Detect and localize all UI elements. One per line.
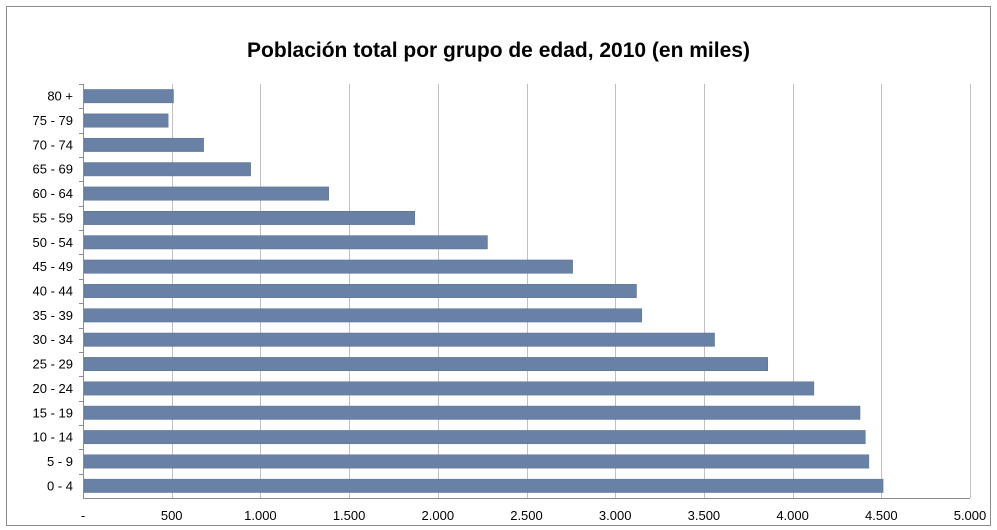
y-tick-label: 55 - 59 bbox=[33, 210, 73, 225]
x-tick-label: - bbox=[81, 508, 85, 523]
y-tick-label: 70 - 74 bbox=[33, 137, 73, 152]
bar-60-64 bbox=[83, 186, 329, 201]
bar-55-59 bbox=[83, 210, 415, 225]
y-tick-label: 45 - 49 bbox=[33, 259, 73, 274]
y-tick-label: 5 - 9 bbox=[47, 454, 73, 469]
bar-80 bbox=[83, 89, 174, 104]
x-tick-label: 2.000 bbox=[422, 508, 455, 523]
bar-0-4 bbox=[83, 478, 884, 493]
x-tick-label: 1.000 bbox=[244, 508, 277, 523]
bar-10-14 bbox=[83, 430, 866, 445]
bar-5-9 bbox=[83, 454, 870, 469]
bar-65-69 bbox=[83, 162, 251, 177]
x-tick-label: 3.000 bbox=[599, 508, 632, 523]
x-tick-label: 2.500 bbox=[510, 508, 543, 523]
y-tick-label: 15 - 19 bbox=[33, 405, 73, 420]
x-tick-label: 4.500 bbox=[865, 508, 898, 523]
x-tick-label: 4.000 bbox=[776, 508, 809, 523]
bar-40-44 bbox=[83, 284, 637, 298]
bar-50-54 bbox=[83, 235, 488, 250]
y-tick-label: 65 - 69 bbox=[33, 162, 73, 177]
x-tick-label: 500 bbox=[161, 508, 183, 523]
y-tick-label: 10 - 14 bbox=[33, 430, 73, 445]
y-tick-label: 60 - 64 bbox=[33, 186, 73, 201]
x-tick-label: 5.000 bbox=[954, 508, 987, 523]
y-tick-label: 35 - 39 bbox=[33, 308, 73, 323]
y-tick-label: 40 - 44 bbox=[33, 284, 73, 299]
bar-30-34 bbox=[83, 332, 715, 347]
y-tick-label: 50 - 54 bbox=[33, 235, 73, 250]
bar-45-49 bbox=[83, 259, 573, 274]
bar-20-24 bbox=[83, 381, 815, 396]
y-tick-label: 80 + bbox=[47, 89, 73, 104]
y-tick-label: 20 - 24 bbox=[33, 381, 73, 396]
x-tick-label: 1.500 bbox=[333, 508, 366, 523]
bar-35-39 bbox=[83, 308, 643, 323]
y-tick-label: 30 - 34 bbox=[33, 332, 73, 347]
y-tick-label: 75 - 79 bbox=[33, 113, 73, 128]
bar-15-19 bbox=[83, 405, 861, 420]
x-tick-label: 3.500 bbox=[688, 508, 721, 523]
bar-70-74 bbox=[83, 137, 204, 152]
y-tick-label: 25 - 29 bbox=[33, 357, 73, 372]
bar-25-29 bbox=[83, 357, 769, 372]
y-tick-label: 0 - 4 bbox=[47, 478, 73, 493]
chart-title: Población total por grupo de edad, 2010 … bbox=[247, 39, 750, 62]
bar-75-79 bbox=[83, 113, 169, 128]
